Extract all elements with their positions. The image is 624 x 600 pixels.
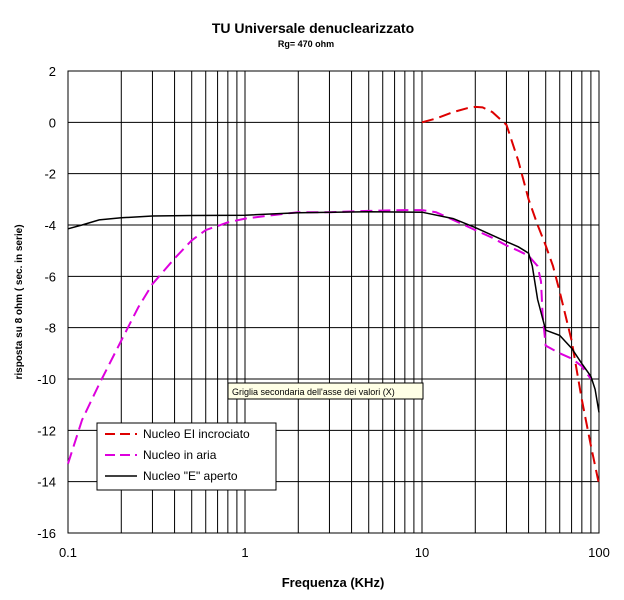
series-layer bbox=[67, 105, 600, 485]
x-tick-label: 100 bbox=[588, 545, 610, 560]
plot-area bbox=[67, 70, 600, 534]
x-axis: 0.1 1 10 100 bbox=[59, 545, 610, 560]
y-tick-label: 2 bbox=[49, 64, 56, 79]
x-tick-label: 10 bbox=[415, 545, 429, 560]
tooltip-box bbox=[227, 382, 424, 400]
y-tick-label: 0 bbox=[49, 115, 56, 130]
gridline-tooltip: Griglia secondaria dell'asse dei valori … bbox=[227, 382, 424, 400]
series-line-1 bbox=[67, 209, 592, 465]
y-tick-label: -14 bbox=[37, 475, 56, 490]
legend-entry-0: Nucleo EI incrociato bbox=[143, 427, 250, 441]
legend-entry-2: Nucleo "E" aperto bbox=[143, 469, 238, 483]
series-line-2 bbox=[67, 210, 600, 413]
chart-title: TU Universale denuclearizzato bbox=[212, 20, 414, 36]
y-axis-label: risposta su 8 ohm ( sec. in serie) bbox=[14, 224, 25, 379]
y-tick-label: -8 bbox=[44, 321, 56, 336]
legend: Nucleo EI incrociato Nucleo in aria Nucl… bbox=[96, 422, 277, 491]
y-tick-label: -10 bbox=[37, 372, 56, 387]
legend-entry-1: Nucleo in aria bbox=[143, 448, 217, 462]
tooltip-text: Griglia secondaria dell'asse dei valori … bbox=[232, 387, 395, 397]
y-tick-label: -12 bbox=[37, 423, 56, 438]
chart-subtitle: Rg= 470 ohm bbox=[278, 39, 334, 49]
y-axis: 2 0 -2 -4 -6 -8 -10 -12 -14 -16 bbox=[37, 64, 56, 541]
series-line-0 bbox=[421, 105, 600, 485]
y-tick-label: -6 bbox=[44, 269, 56, 284]
y-tick-label: -2 bbox=[44, 167, 56, 182]
x-tick-label: 0.1 bbox=[59, 545, 77, 560]
x-tick-label: 1 bbox=[241, 545, 248, 560]
x-axis-label: Frequenza (KHz) bbox=[282, 575, 385, 590]
y-tick-label: -16 bbox=[37, 526, 56, 541]
y-tick-label: -4 bbox=[44, 218, 56, 233]
